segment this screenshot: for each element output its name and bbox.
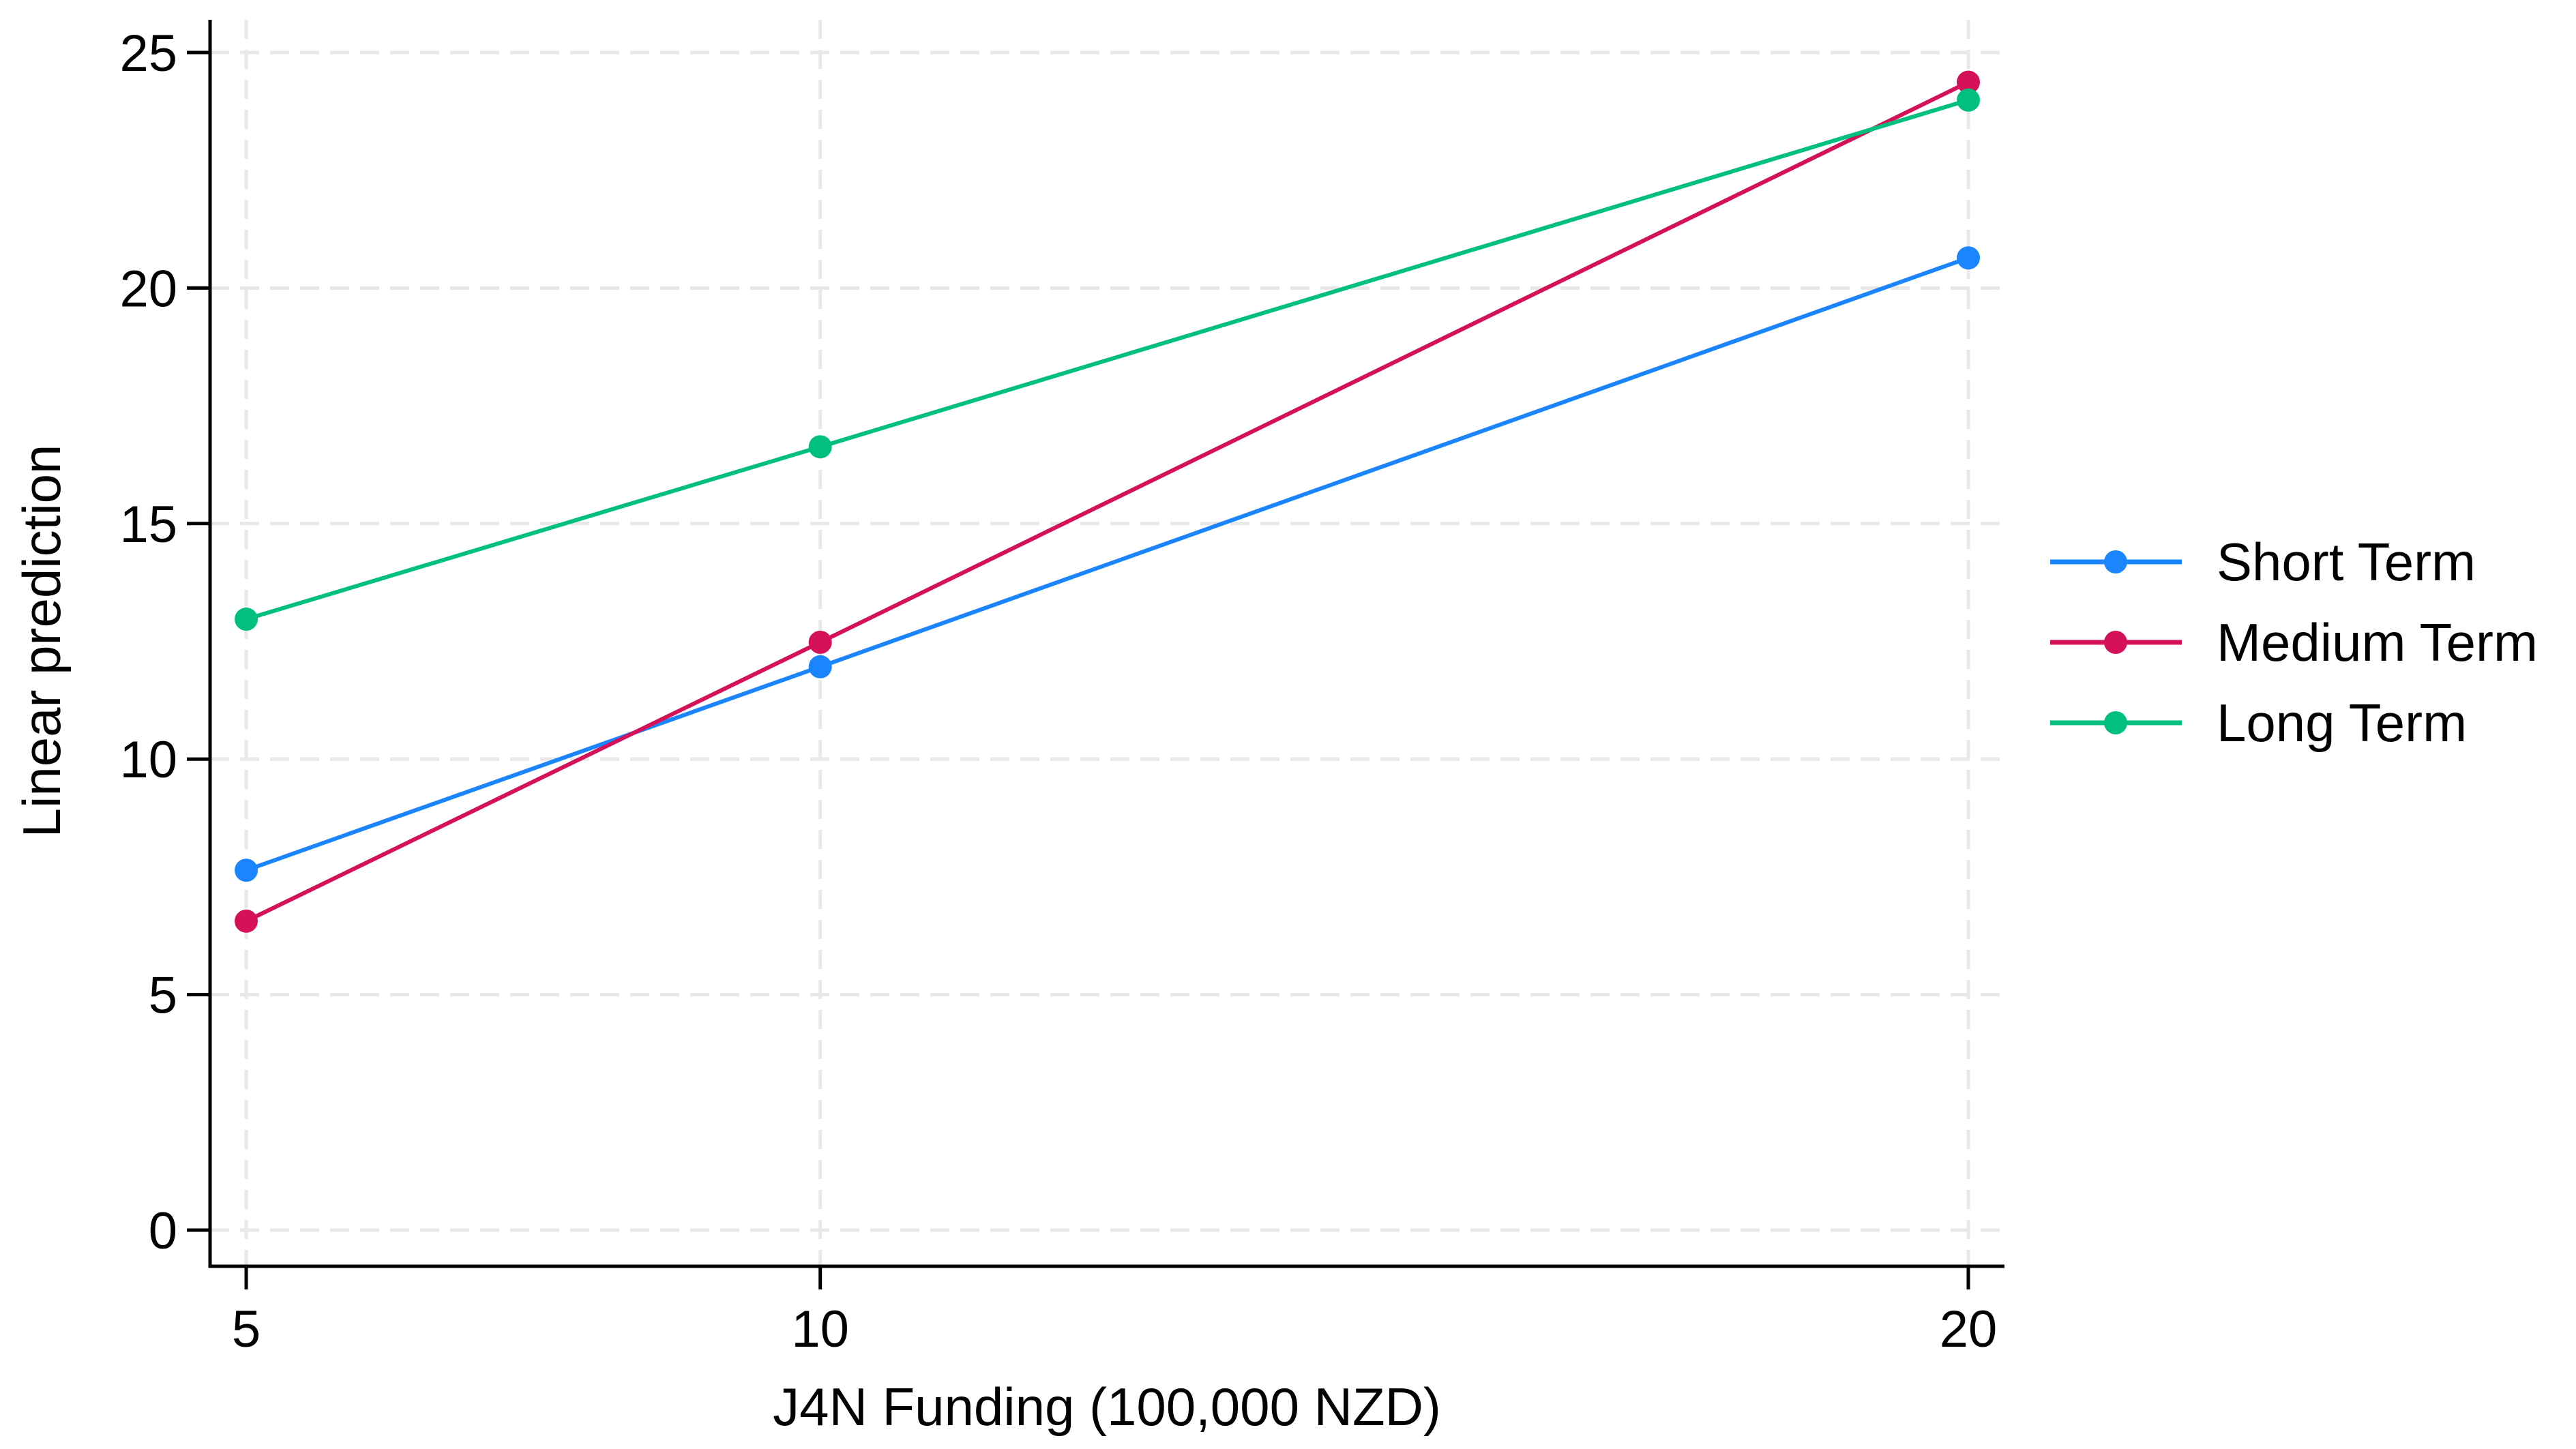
x-axis-label: J4N Funding (100,000 NZD) bbox=[773, 1377, 1441, 1437]
x-tick-label: 5 bbox=[232, 1300, 261, 1358]
data-point bbox=[235, 909, 258, 933]
gridlines bbox=[210, 20, 2004, 1266]
y-tick-label: 5 bbox=[149, 967, 177, 1025]
y-tick-label: 20 bbox=[119, 260, 177, 318]
data-point bbox=[1957, 246, 1980, 270]
legend-swatch-marker bbox=[2104, 631, 2127, 654]
series-line-long-term bbox=[246, 98, 1969, 621]
data-point bbox=[235, 858, 258, 882]
series-group bbox=[235, 70, 1980, 933]
data-point bbox=[235, 608, 258, 631]
x-tick-label: 20 bbox=[1940, 1300, 1998, 1358]
data-point bbox=[1957, 88, 1980, 112]
legend-label: Short Term bbox=[2217, 532, 2476, 592]
y-tick-label: 15 bbox=[119, 496, 177, 554]
x-tick-label: 10 bbox=[791, 1300, 849, 1358]
data-point bbox=[808, 630, 832, 654]
data-point bbox=[808, 655, 832, 678]
data-point bbox=[808, 435, 832, 459]
legend-label: Long Term bbox=[2217, 693, 2467, 753]
y-tick-label: 25 bbox=[119, 25, 177, 83]
data-point bbox=[1957, 70, 1980, 94]
legend-swatch-marker bbox=[2104, 711, 2127, 734]
series-line-medium-term bbox=[245, 80, 1970, 923]
legend: Short Term Medium Term Long Term bbox=[2050, 532, 2538, 753]
y-tick-label: 10 bbox=[119, 731, 177, 789]
y-tick-label: 0 bbox=[149, 1202, 177, 1260]
series-line-short-term bbox=[245, 256, 1970, 873]
legend-swatch-marker bbox=[2104, 550, 2127, 573]
y-axis-label: Linear prediction bbox=[12, 445, 72, 838]
legend-label: Medium Term bbox=[2217, 612, 2538, 672]
